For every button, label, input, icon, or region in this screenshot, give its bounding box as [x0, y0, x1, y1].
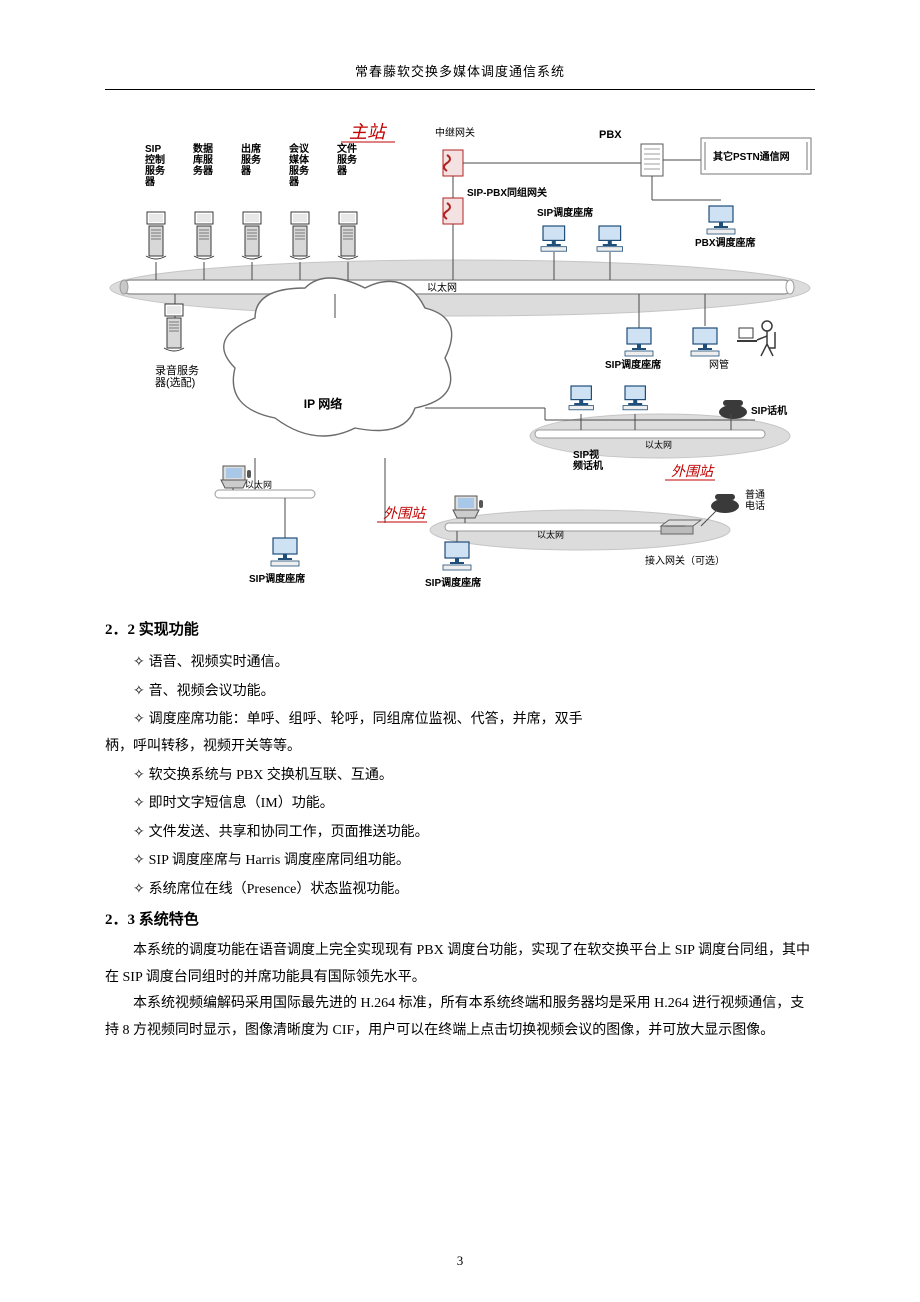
- bullet-item: ✧ 即时文字短信息（IM）功能。: [105, 789, 815, 818]
- svg-text:电话: 电话: [745, 499, 765, 512]
- page-header: 常春藤软交换多媒体调度通信系统: [105, 60, 815, 90]
- svg-text:PBX: PBX: [599, 129, 622, 141]
- svg-text:接入网关（可选）: 接入网关（可选）: [645, 554, 725, 567]
- svg-text:SIP调度座席: SIP调度座席: [425, 576, 481, 589]
- bullet-item: ✧ 软交换系统与 PBX 交换机互联、互通。: [105, 761, 815, 790]
- svg-text:频话机: 频话机: [573, 459, 603, 472]
- page-number: 3: [0, 1249, 920, 1274]
- svg-text:SIP-PBX同组网关: SIP-PBX同组网关: [467, 186, 547, 199]
- para: 本系统的调度功能在语音调度上完全实现现有 PBX 调度台功能，实现了在软交换平台…: [105, 938, 815, 991]
- svg-text:器: 器: [240, 165, 252, 177]
- svg-text:会议: 会议: [289, 142, 310, 155]
- svg-text:以太网: 以太网: [537, 529, 564, 540]
- svg-text:SIP调度座席: SIP调度座席: [537, 206, 593, 219]
- svg-text:务器: 务器: [193, 164, 214, 177]
- para: 本系统视频编解码采用国际最先进的 H.264 标准，所有本系统终端和服务器均是采…: [105, 991, 815, 1044]
- svg-text:库服: 库服: [193, 153, 214, 166]
- svg-text:其它PSTN通信网: 其它PSTN通信网: [713, 150, 790, 163]
- svg-text:以太网: 以太网: [645, 439, 672, 450]
- svg-text:文件: 文件: [337, 142, 357, 155]
- svg-text:器(选配): 器(选配): [155, 376, 195, 389]
- header-title: 常春藤软交换多媒体调度通信系统: [355, 64, 565, 79]
- bullet-item: ✧ 文件发送、共享和协同工作，页面推送功能。: [105, 818, 815, 847]
- bullet-item: ✧ 系统席位在线（Presence）状态监视功能。: [105, 875, 815, 904]
- svg-text:以太网: 以太网: [245, 479, 272, 490]
- svg-text:外围站: 外围站: [383, 506, 427, 522]
- page: 常春藤软交换多媒体调度通信系统 以太网主站SIP控制服务器数据库服务器出席服务器…: [0, 0, 920, 1302]
- svg-text:控制: 控制: [145, 153, 165, 166]
- svg-text:外围站: 外围站: [671, 464, 715, 480]
- svg-text:录音服务: 录音服务: [155, 363, 199, 377]
- bullet-wrap-line: 柄，呼叫转移，视频开关等等。: [105, 734, 815, 761]
- svg-text:出席: 出席: [241, 142, 261, 155]
- bullet-item: ✧ SIP 调度座席与 Harris 调度座席同组功能。: [105, 846, 815, 875]
- svg-text:SIP调度座席: SIP调度座席: [605, 358, 661, 371]
- svg-text:中继网关: 中继网关: [435, 126, 475, 139]
- svg-text:服务: 服务: [337, 153, 358, 166]
- svg-text:媒体: 媒体: [288, 153, 310, 166]
- bullet-item: ✧ 语音、视频实时通信。: [105, 648, 815, 677]
- svg-text:器: 器: [144, 176, 156, 188]
- svg-text:主站: 主站: [349, 122, 388, 142]
- svg-text:数据: 数据: [193, 142, 213, 155]
- section-2-2-title: 2．2 实现功能: [105, 616, 815, 645]
- svg-text:SIP话机: SIP话机: [751, 404, 787, 417]
- network-diagram: 以太网主站SIP控制服务器数据库服务器出席服务器会议媒体服务器文件服务器中继网关…: [105, 118, 815, 598]
- svg-text:器: 器: [288, 176, 300, 188]
- svg-text:网管: 网管: [709, 358, 729, 371]
- svg-text:SIP视: SIP视: [573, 448, 599, 461]
- bullet-item: ✧ 音、视频会议功能。: [105, 677, 815, 706]
- section-2-3-title: 2．3 系统特色: [105, 906, 815, 935]
- svg-text:服务: 服务: [241, 153, 262, 166]
- svg-text:SIP: SIP: [145, 144, 161, 155]
- section-2-2-body: ✧ 语音、视频实时通信。 ✧ 音、视频会议功能。 ✧ 调度座席功能：单呼、组呼、…: [105, 648, 815, 903]
- svg-text:IP 网络: IP 网络: [304, 396, 342, 411]
- bullet-item: ✧ 调度座席功能：单呼、组呼、轮呼，同组席位监视、代答，并席，双手: [105, 705, 815, 734]
- section-2-3-body: 本系统的调度功能在语音调度上完全实现现有 PBX 调度台功能，实现了在软交换平台…: [105, 938, 815, 1044]
- svg-text:以太网: 以太网: [427, 281, 457, 294]
- svg-text:SIP调度座席: SIP调度座席: [249, 572, 305, 585]
- svg-text:器: 器: [336, 165, 348, 177]
- svg-text:PBX调度座席: PBX调度座席: [695, 236, 756, 249]
- svg-text:服务: 服务: [145, 164, 166, 177]
- svg-text:服务: 服务: [289, 164, 310, 177]
- svg-text:普通: 普通: [745, 488, 765, 501]
